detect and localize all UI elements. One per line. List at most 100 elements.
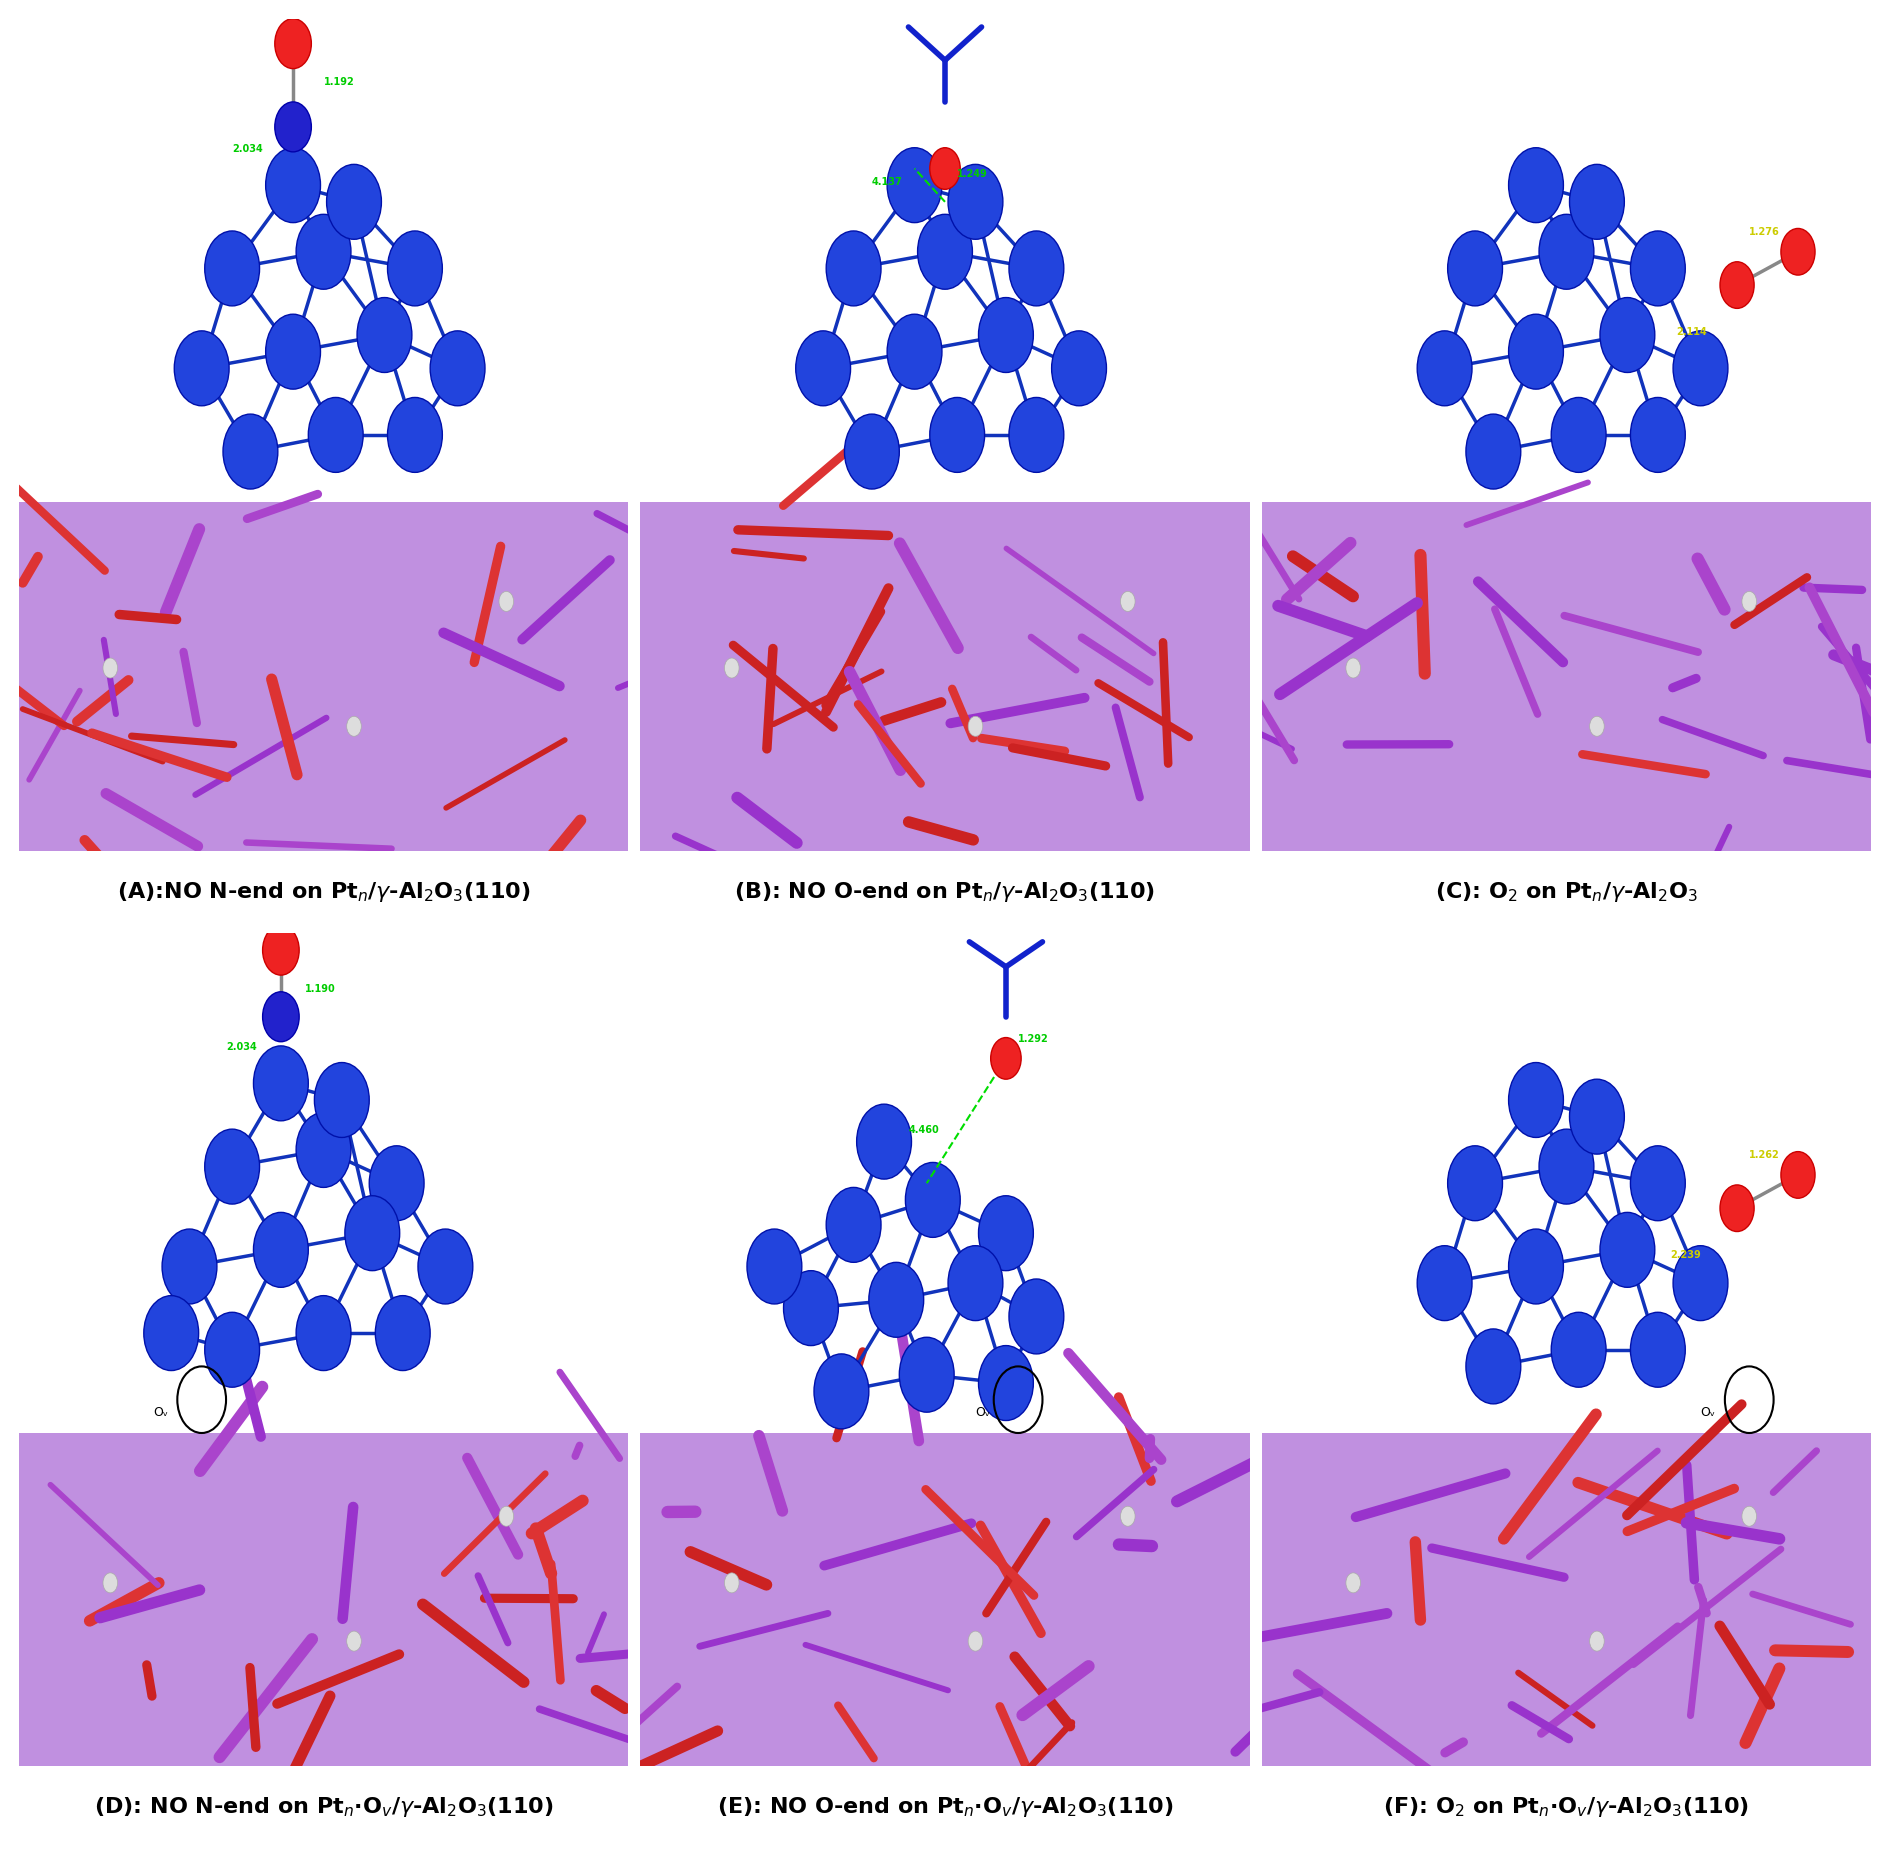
Circle shape (102, 657, 117, 678)
Text: (B): NO O-end on Pt$_n$/$\gamma$-Al$_2$O$_3$(110): (B): NO O-end on Pt$_n$/$\gamma$-Al$_2$O… (735, 881, 1154, 904)
Bar (640, 502, 1249, 851)
Circle shape (263, 991, 298, 1042)
Circle shape (979, 1195, 1033, 1271)
Circle shape (274, 103, 312, 151)
Circle shape (1719, 1186, 1753, 1232)
Text: 1.292: 1.292 (1018, 1034, 1048, 1044)
Circle shape (1589, 1632, 1604, 1650)
Bar (1262, 502, 1870, 851)
Text: 1.262: 1.262 (1749, 1150, 1779, 1159)
Circle shape (174, 330, 229, 405)
Circle shape (1742, 1507, 1755, 1525)
Circle shape (1507, 147, 1562, 222)
Circle shape (886, 314, 941, 388)
Circle shape (274, 19, 312, 69)
Circle shape (297, 215, 351, 289)
Circle shape (344, 1195, 399, 1271)
Bar (19, 1434, 627, 1766)
Text: 1.190: 1.190 (306, 984, 336, 993)
Circle shape (297, 1113, 351, 1187)
Circle shape (308, 398, 363, 472)
Circle shape (253, 1046, 308, 1120)
Circle shape (1050, 330, 1105, 405)
Circle shape (1466, 414, 1521, 489)
Circle shape (825, 232, 880, 306)
Circle shape (929, 147, 960, 189)
Circle shape (869, 1262, 924, 1337)
Circle shape (376, 1296, 431, 1370)
Circle shape (1538, 1130, 1592, 1204)
Circle shape (204, 1313, 259, 1387)
Circle shape (1742, 592, 1755, 611)
Circle shape (905, 1163, 960, 1238)
Circle shape (346, 717, 361, 736)
Circle shape (746, 1228, 801, 1303)
Circle shape (990, 1038, 1020, 1079)
Circle shape (899, 1337, 954, 1411)
Circle shape (1551, 398, 1606, 472)
Circle shape (723, 1572, 739, 1593)
Circle shape (1417, 330, 1472, 405)
Text: (F): O$_2$ on Pt$_n$·O$_v$/$\gamma$-Al$_2$O$_3$(110): (F): O$_2$ on Pt$_n$·O$_v$/$\gamma$-Al$_… (1383, 1796, 1749, 1818)
Circle shape (929, 398, 984, 472)
Circle shape (1466, 1329, 1521, 1404)
Circle shape (844, 414, 899, 489)
Circle shape (916, 215, 973, 289)
Circle shape (357, 297, 412, 373)
Circle shape (1417, 1245, 1472, 1320)
Text: Oᵥ: Oᵥ (1700, 1406, 1715, 1419)
Circle shape (1779, 228, 1813, 274)
Circle shape (144, 1296, 198, 1370)
Text: (D): NO N-end on Pt$_n$·O$_v$/$\gamma$-Al$_2$O$_3$(110): (D): NO N-end on Pt$_n$·O$_v$/$\gamma$-A… (94, 1796, 553, 1818)
Circle shape (1551, 1313, 1606, 1387)
Circle shape (327, 164, 382, 239)
Circle shape (1538, 215, 1592, 289)
Circle shape (948, 164, 1003, 239)
Circle shape (266, 314, 321, 388)
Circle shape (979, 1346, 1033, 1421)
Circle shape (1120, 1507, 1135, 1525)
Circle shape (1600, 1212, 1655, 1288)
Circle shape (346, 1632, 361, 1650)
Circle shape (1120, 592, 1135, 611)
Circle shape (253, 1212, 308, 1288)
Text: Oᵥ: Oᵥ (975, 1406, 990, 1419)
Circle shape (387, 398, 442, 472)
Circle shape (1507, 314, 1562, 388)
Circle shape (266, 147, 321, 222)
Circle shape (856, 1103, 910, 1180)
Circle shape (499, 592, 514, 611)
Text: 4.460: 4.460 (909, 1126, 939, 1135)
Circle shape (1589, 717, 1604, 736)
Text: 2.034: 2.034 (232, 144, 263, 153)
Text: 1.249: 1.249 (956, 168, 988, 179)
Circle shape (967, 1632, 982, 1650)
Circle shape (1447, 232, 1502, 306)
Text: (C): O$_2$ on Pt$_n$/$\gamma$-Al$_2$O$_3$: (C): O$_2$ on Pt$_n$/$\gamma$-Al$_2$O$_3… (1434, 881, 1696, 904)
Circle shape (431, 330, 485, 405)
Text: 2.114: 2.114 (1676, 327, 1706, 338)
Circle shape (263, 926, 298, 975)
Circle shape (1568, 1079, 1623, 1154)
Circle shape (204, 1130, 259, 1204)
Circle shape (387, 232, 442, 306)
Circle shape (795, 330, 850, 405)
Circle shape (814, 1354, 869, 1428)
Circle shape (297, 1296, 351, 1370)
Text: (A):NO N-end on Pt$_n$/$\gamma$-Al$_2$O$_3$(110): (A):NO N-end on Pt$_n$/$\gamma$-Al$_2$O$… (117, 881, 531, 904)
Circle shape (1630, 232, 1685, 306)
Circle shape (979, 297, 1033, 373)
Circle shape (886, 147, 941, 222)
Circle shape (162, 1228, 217, 1303)
Circle shape (314, 1062, 368, 1137)
Circle shape (1345, 1572, 1360, 1593)
Circle shape (1009, 232, 1064, 306)
Circle shape (1507, 1228, 1562, 1303)
Circle shape (1507, 1062, 1562, 1137)
Circle shape (102, 1572, 117, 1593)
Circle shape (1009, 398, 1064, 472)
Circle shape (1672, 330, 1727, 405)
Circle shape (825, 1187, 880, 1262)
Circle shape (1630, 1146, 1685, 1221)
Bar (1262, 1434, 1870, 1766)
